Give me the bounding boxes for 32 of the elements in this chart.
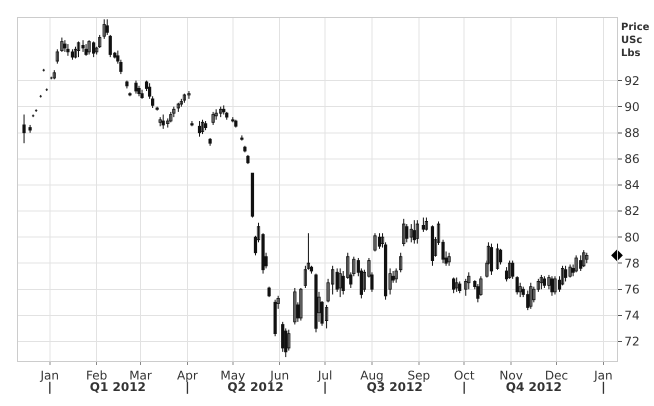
y-tick-label: 78 — [624, 256, 640, 270]
x2-tick-label: | — [601, 380, 606, 394]
x2-tick-label: Q1 2012 — [90, 380, 146, 394]
x-tick-label: Oct — [454, 368, 475, 382]
x-tick-label: Aug — [360, 368, 384, 382]
y-tick-label: 90 — [624, 100, 640, 114]
x2-tick-label: | — [185, 380, 190, 394]
x-tick-label: Jan — [40, 368, 60, 382]
y-tick-label: 80 — [624, 230, 640, 244]
y-tick-label: 86 — [624, 152, 640, 166]
x-tick-label: Apr — [177, 368, 198, 382]
x-tick-label: Jun — [269, 368, 290, 382]
y-tick-label: 88 — [624, 126, 640, 140]
x2-tick-label: Q4 2012 — [506, 380, 562, 394]
x-tick-label: Jan — [593, 368, 613, 382]
y-tick-label: 74 — [624, 308, 640, 323]
x-tick-label: Feb — [86, 368, 108, 382]
x-tick-label: Sep — [408, 368, 430, 382]
x2-tick-label: | — [48, 380, 52, 394]
x-tick-label: May — [220, 368, 246, 382]
x-tick-label: Nov — [499, 368, 523, 382]
x-tick-label: Mar — [129, 368, 152, 382]
y-tick-label: 76 — [624, 282, 640, 296]
x2-tick-label: | — [462, 380, 466, 394]
y-axis-title: Price USc Lbs — [621, 22, 650, 59]
x-tick-label: Dec — [544, 368, 568, 382]
y-tick-label: 92 — [624, 74, 640, 88]
x2-tick-label: | — [322, 380, 328, 394]
y-tick-label: 84 — [624, 178, 640, 192]
y-tick-label: 82 — [624, 204, 640, 218]
x-tick-label: Jul — [316, 368, 332, 382]
y-tick-label: 72 — [624, 334, 640, 349]
